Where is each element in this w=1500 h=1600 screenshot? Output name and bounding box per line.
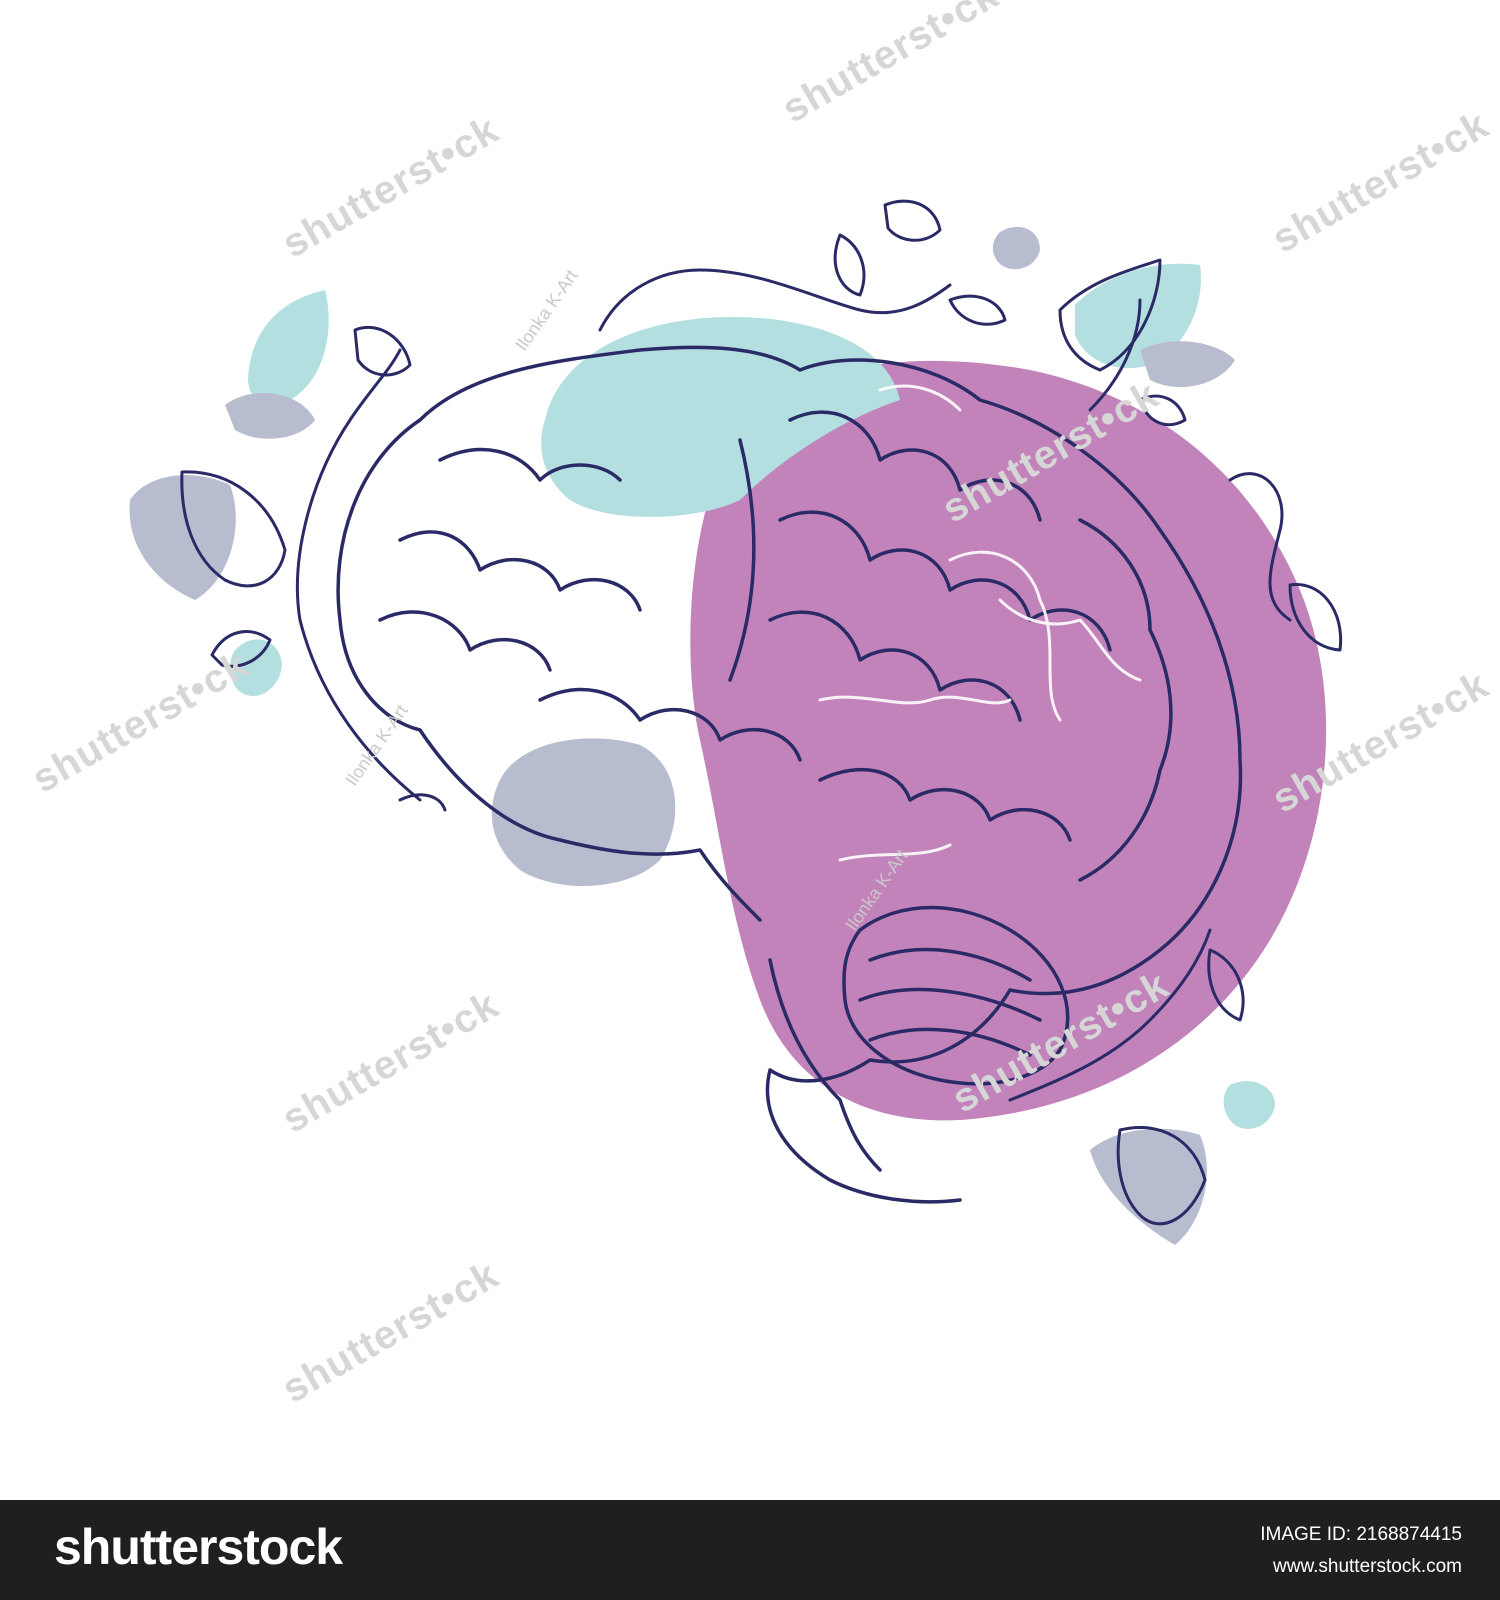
- site-url: www.shutterstock.com: [1273, 1556, 1462, 1577]
- brain-stem: [768, 958, 882, 1172]
- brain-illustration: [129, 199, 1343, 1245]
- vine-curl-bottom-left: [398, 793, 447, 812]
- parietal-gyri-3: [768, 610, 1022, 722]
- temporal-lower-gyri: [818, 767, 1072, 842]
- leaf-right-1: [1058, 258, 1162, 372]
- slate-leaf-left: [225, 393, 315, 439]
- frontal-gyri-1: [438, 447, 622, 482]
- parietal-gyri-1: [788, 410, 1042, 522]
- parietal-gyri-2: [778, 510, 1112, 652]
- cerebellum: [842, 905, 1070, 1086]
- vine-and-leaves: [180, 199, 1343, 1226]
- brain-outline: [418, 345, 1243, 1204]
- purple-blob: [690, 360, 1327, 1121]
- vine-loop-right: [1228, 472, 1292, 622]
- leaf-bottom-right: [1116, 1125, 1207, 1226]
- leaf-top-2: [833, 233, 866, 297]
- leaf-top-3: [948, 294, 1007, 326]
- vine-right: [1088, 298, 1142, 412]
- brain-line-art: [336, 345, 1243, 1204]
- teal-dot-right: [1223, 1081, 1275, 1129]
- slate-leaf-top-right: [1140, 341, 1235, 388]
- slate-leaf-bottom-right: [1090, 1128, 1207, 1245]
- temporal-gyri: [538, 687, 802, 762]
- slate-leaf-mid-left: [129, 475, 236, 600]
- leaf-left-outline-3: [210, 630, 272, 668]
- stock-footer-bar: shutterstock IMAGE ID: 2168874415 www.sh…: [0, 1500, 1500, 1600]
- leaf-left-outline-1: [180, 470, 287, 588]
- vine-left: [296, 348, 422, 802]
- leaf-top-1: [883, 199, 942, 242]
- brain-underside: [336, 418, 762, 922]
- slate-dot-top: [992, 226, 1040, 270]
- cerebellum-folia-3: [868, 1027, 1032, 1057]
- cerebellum-folia-1: [868, 947, 1032, 982]
- leaf-far-right: [1288, 582, 1343, 652]
- vine-top: [598, 268, 952, 332]
- leaf-right-2: [1138, 394, 1187, 427]
- highlight-lines: [818, 384, 1142, 862]
- leaf-right-small: [1207, 948, 1245, 1022]
- shutterstock-logo: shutterstock: [54, 1519, 343, 1575]
- frontal-gyri-3: [378, 610, 552, 672]
- slate-blob-bottom-left: [491, 738, 676, 887]
- image-id-label: IMAGE ID: 2168874415: [1260, 1524, 1462, 1545]
- vine-bottom: [1008, 928, 1212, 1102]
- leaf-left-outline-2: [353, 325, 412, 377]
- teal-leaf-top-left: [248, 290, 329, 405]
- cerebellum-folia-2: [858, 987, 1042, 1022]
- teal-dot-left: [230, 639, 282, 696]
- occipital-gyri: [1078, 518, 1173, 882]
- frontal-gyri-2: [398, 530, 642, 612]
- central-sulcus: [728, 438, 756, 682]
